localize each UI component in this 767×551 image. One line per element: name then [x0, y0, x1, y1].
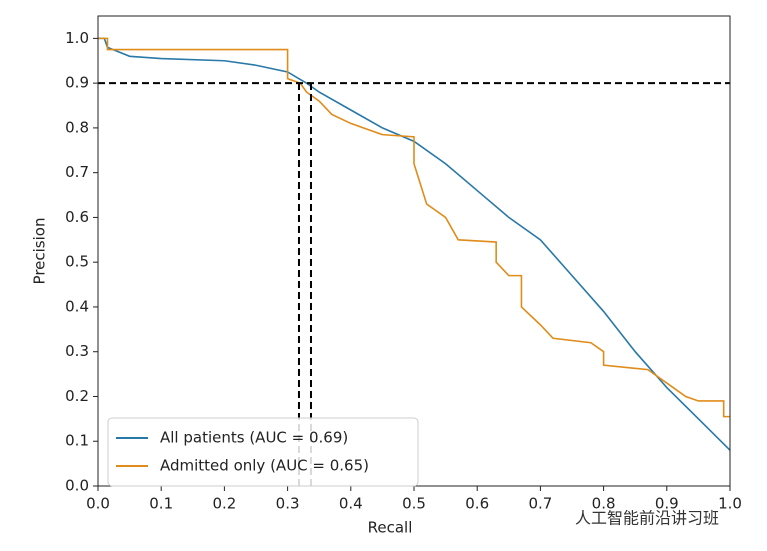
- y-tick-label: 0.4: [65, 297, 89, 315]
- legend-label: Admitted only (AUC = 0.65): [160, 457, 369, 475]
- x-tick-label: 1.0: [718, 495, 742, 513]
- series-line: [98, 37, 730, 418]
- y-tick-label: 0.2: [65, 387, 89, 405]
- y-tick-label: 0.0: [65, 477, 89, 495]
- x-tick-label: 0.5: [402, 495, 426, 513]
- x-tick-label: 0.7: [528, 495, 552, 513]
- series-line: [98, 37, 731, 451]
- x-tick-label: 0.6: [465, 495, 489, 513]
- y-tick-label: 0.6: [65, 208, 89, 226]
- y-tick-label: 0.5: [65, 253, 89, 271]
- x-tick-label: 0.3: [276, 495, 300, 513]
- y-tick-label: 0.7: [65, 163, 89, 181]
- x-axis-label: Recall: [368, 519, 413, 537]
- y-tick-label: 0.3: [65, 342, 89, 360]
- x-tick-label: 0.9: [655, 495, 679, 513]
- legend-box: [107, 417, 419, 487]
- x-tick-label: 0.4: [339, 495, 363, 513]
- legend-label: All patients (AUC = 0.69): [160, 429, 348, 447]
- y-tick-label: 1.0: [65, 29, 89, 47]
- x-tick-label: 0.8: [592, 495, 616, 513]
- x-tick-label: 0.1: [149, 495, 173, 513]
- x-tick-label: 0.0: [86, 495, 110, 513]
- y-tick-label: 0.8: [65, 118, 89, 136]
- watermark: 人工智能前沿讲习班: [575, 509, 719, 528]
- y-tick-label: 0.9: [65, 74, 89, 92]
- y-axis-label: Precision: [31, 218, 49, 285]
- plot-frame: [97, 15, 731, 487]
- x-tick-label: 0.2: [212, 495, 236, 513]
- y-tick-label: 0.1: [65, 432, 89, 450]
